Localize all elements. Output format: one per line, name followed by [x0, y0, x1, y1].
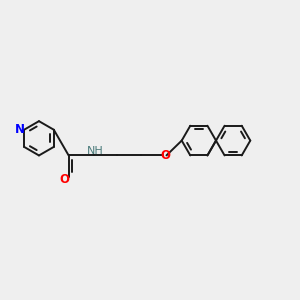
- Text: O: O: [160, 149, 170, 162]
- Text: N: N: [14, 123, 24, 136]
- Text: NH: NH: [87, 146, 104, 156]
- Text: O: O: [60, 173, 70, 186]
